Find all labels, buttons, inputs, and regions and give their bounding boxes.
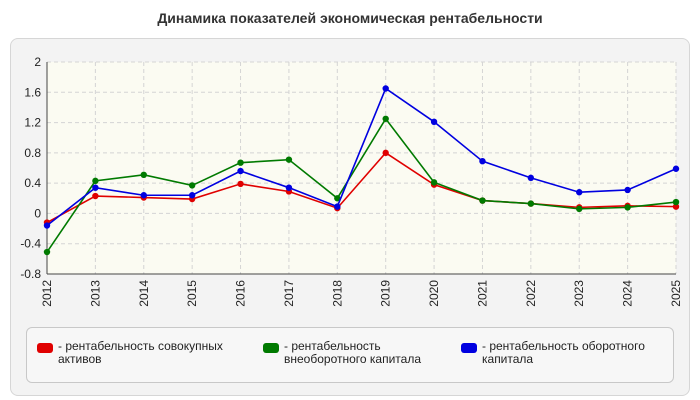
series-3-point [92, 184, 99, 191]
x-tick-label: 2023 [572, 280, 586, 307]
x-tick-label: 2015 [185, 280, 199, 307]
series-3-point [624, 186, 631, 194]
legend-swatch [461, 343, 477, 353]
y-tick-label: -0.4 [20, 237, 41, 251]
series-3-point [140, 192, 147, 199]
series-3-point [43, 222, 51, 229]
series-line-2 [46, 117, 677, 253]
series-3-point [334, 203, 341, 210]
series-line-3 [46, 87, 677, 227]
legend-item-2: - рентабельность внеоборотного капитала [263, 340, 454, 366]
legend-swatch [37, 343, 53, 353]
series-3-point [188, 192, 196, 199]
series-line-1 [46, 151, 677, 224]
x-tick-label: 2014 [137, 280, 151, 307]
series-2-point [285, 156, 293, 163]
y-tick-label: 1.6 [24, 85, 41, 99]
series-2-point [576, 205, 583, 213]
series-3-point [382, 85, 389, 92]
series-2-point [382, 115, 389, 122]
x-tick-label: 2022 [524, 280, 538, 307]
legend-label: - рентабельность совокупных активов [58, 339, 223, 366]
series-1-point [92, 192, 99, 200]
legend-swatch [263, 343, 279, 353]
x-tick-label: 2024 [621, 280, 635, 307]
x-tick-label: 2016 [234, 280, 248, 307]
y-tick-label: 0.8 [24, 146, 41, 160]
series-2-point [479, 197, 486, 204]
legend-item-1: - рентабельность совокупных активов [37, 340, 228, 366]
series-3-point [430, 118, 438, 126]
series-2-point [672, 198, 680, 206]
y-tick-label: 0 [34, 206, 41, 220]
series-1-point [672, 203, 680, 210]
series-2-point [237, 159, 244, 166]
x-tick-label: 2012 [40, 280, 54, 307]
series-3-point [672, 165, 680, 172]
y-tick-label: -0.8 [20, 267, 41, 281]
series-3-point [576, 189, 583, 196]
y-tick-label: 2 [34, 55, 41, 69]
x-tick-label: 2025 [669, 280, 683, 307]
series-3-point [285, 184, 293, 191]
series-3-point [479, 157, 486, 165]
legend-item-3: - рентабельность оборотного капитала [461, 340, 652, 366]
series-2-point [624, 204, 631, 211]
y-tick-label: 1.2 [24, 116, 41, 130]
series-1-point [237, 180, 244, 188]
x-tick-label: 2021 [475, 280, 489, 307]
series-1-point [382, 149, 389, 157]
x-tick-label: 2018 [330, 280, 344, 307]
x-tick-label: 2017 [282, 280, 296, 307]
series-2-point [43, 248, 51, 256]
series-3-point [237, 167, 244, 175]
x-tick-label: 2019 [379, 280, 393, 307]
series-2-point [527, 200, 535, 207]
chart-title: Динамика показателей экономическая рента… [157, 10, 543, 26]
series-2-point [430, 179, 438, 186]
series-2-point [188, 182, 196, 189]
series-2-point [92, 177, 99, 185]
y-tick-label: 0.4 [24, 176, 41, 190]
x-tick-label: 2020 [427, 280, 441, 307]
plot-area [47, 62, 676, 274]
series-3-point [527, 174, 535, 182]
chart-legend: - рентабельность совокупных активов - рен… [26, 327, 674, 383]
series-2-point [140, 171, 147, 179]
x-tick-label: 2013 [88, 280, 102, 307]
series-2-point [334, 195, 341, 202]
legend-label: - рентабельность внеоборотного капитала [284, 339, 421, 366]
legend-label: - рентабельность оборотного капитала [482, 339, 645, 366]
